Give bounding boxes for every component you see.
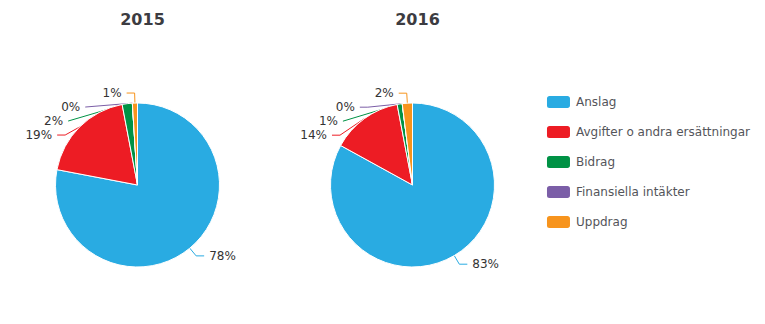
svg-text:0%: 0% <box>336 100 355 114</box>
svg-text:Avgifter o andra ersättningar: Avgifter o andra ersättningar <box>576 125 750 139</box>
svg-text:14%: 14% <box>300 128 327 142</box>
svg-text:Finansiella intäkter: Finansiella intäkter <box>576 185 690 199</box>
svg-text:2%: 2% <box>44 114 63 128</box>
svg-text:19%: 19% <box>25 128 52 142</box>
svg-text:1%: 1% <box>319 114 338 128</box>
svg-text:2016: 2016 <box>395 10 440 29</box>
svg-text:Anslag: Anslag <box>576 95 616 109</box>
svg-text:0%: 0% <box>61 100 80 114</box>
svg-text:2015: 2015 <box>120 10 165 29</box>
svg-text:1%: 1% <box>103 86 122 100</box>
svg-text:Bidrag: Bidrag <box>576 155 615 169</box>
svg-text:2%: 2% <box>375 86 394 100</box>
svg-text:Uppdrag: Uppdrag <box>576 215 628 229</box>
svg-text:83%: 83% <box>472 257 499 271</box>
svg-text:78%: 78% <box>209 249 236 263</box>
